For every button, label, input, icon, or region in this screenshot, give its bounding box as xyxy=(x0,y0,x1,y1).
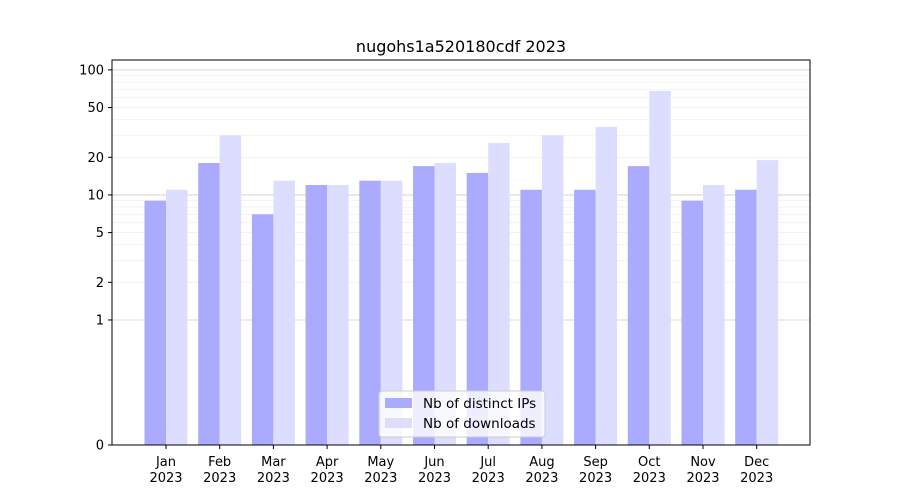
x-tick-label: Mar 2023 xyxy=(257,455,290,486)
legend-box xyxy=(378,390,546,438)
legend-label: Nb of downloads xyxy=(423,416,536,432)
bar-downloads xyxy=(434,163,456,445)
bar-distinct-ips xyxy=(466,172,489,445)
x-tick-label: Jan 2023 xyxy=(149,455,182,486)
x-tick-label: Feb 2023 xyxy=(203,455,236,486)
bar-distinct-ips xyxy=(627,166,650,445)
chart-title: nugohs1a520180cdf 2023 xyxy=(356,37,566,56)
legend-swatch xyxy=(385,398,412,408)
x-tick-label: Dec 2023 xyxy=(740,455,773,486)
bar-downloads xyxy=(703,185,725,445)
bar-distinct-ips xyxy=(574,189,596,445)
y-tick-label: 10 xyxy=(87,188,104,203)
bar-downloads xyxy=(595,126,618,446)
bar-downloads xyxy=(756,160,779,445)
bars xyxy=(144,90,779,446)
bar-downloads xyxy=(380,180,403,445)
bar-distinct-ips xyxy=(681,200,703,445)
x-tick-label: Oct 2023 xyxy=(633,455,666,486)
bar-distinct-ips xyxy=(144,200,166,445)
y-tick-label: 20 xyxy=(87,151,104,166)
y-tick-label: 50 xyxy=(87,101,104,116)
y-tick-label: 5 xyxy=(96,226,104,241)
bar-downloads xyxy=(541,135,564,445)
legend-label: Nb of distinct IPs xyxy=(423,396,536,412)
bar-downloads xyxy=(166,189,188,445)
bar-downloads xyxy=(327,185,349,445)
bar-distinct-ips xyxy=(198,163,220,445)
x-tick-label: Aug 2023 xyxy=(525,455,558,486)
plot-frame xyxy=(111,59,811,446)
y-tick-label: 100 xyxy=(79,63,104,78)
bar-distinct-ips xyxy=(359,180,381,445)
bar-distinct-ips xyxy=(520,189,542,445)
x-tick-label: Nov 2023 xyxy=(686,455,719,486)
bar-distinct-ips xyxy=(305,185,328,445)
y-tick-label: 0 xyxy=(96,439,104,454)
x-tick-label: Jul 2023 xyxy=(472,455,505,486)
x-tick-label: May 2023 xyxy=(364,455,397,486)
y-tick-label: 1 xyxy=(96,313,104,328)
axes xyxy=(108,59,811,449)
y-tick-label: 2 xyxy=(96,276,104,291)
bar-distinct-ips xyxy=(413,166,435,445)
x-tick-label: Jun 2023 xyxy=(418,455,451,486)
legend-swatch xyxy=(385,418,412,428)
bar-distinct-ips xyxy=(251,214,274,445)
tick-labels: 0 1 2 5 10 20 50 100 Jan 2023 Feb 2023 Mar 2023 Apr 202… xyxy=(79,63,773,486)
bar-distinct-ips xyxy=(735,189,757,445)
legend: Nb of distinct IPs Nb of downloads xyxy=(378,390,546,438)
x-tick-label: Apr 2023 xyxy=(311,455,344,486)
x-tick-label: Sep 2023 xyxy=(579,455,612,486)
bar-downloads xyxy=(219,135,242,445)
bar-downloads xyxy=(273,180,295,445)
bar-downloads xyxy=(488,143,510,445)
bar-downloads xyxy=(649,90,671,446)
